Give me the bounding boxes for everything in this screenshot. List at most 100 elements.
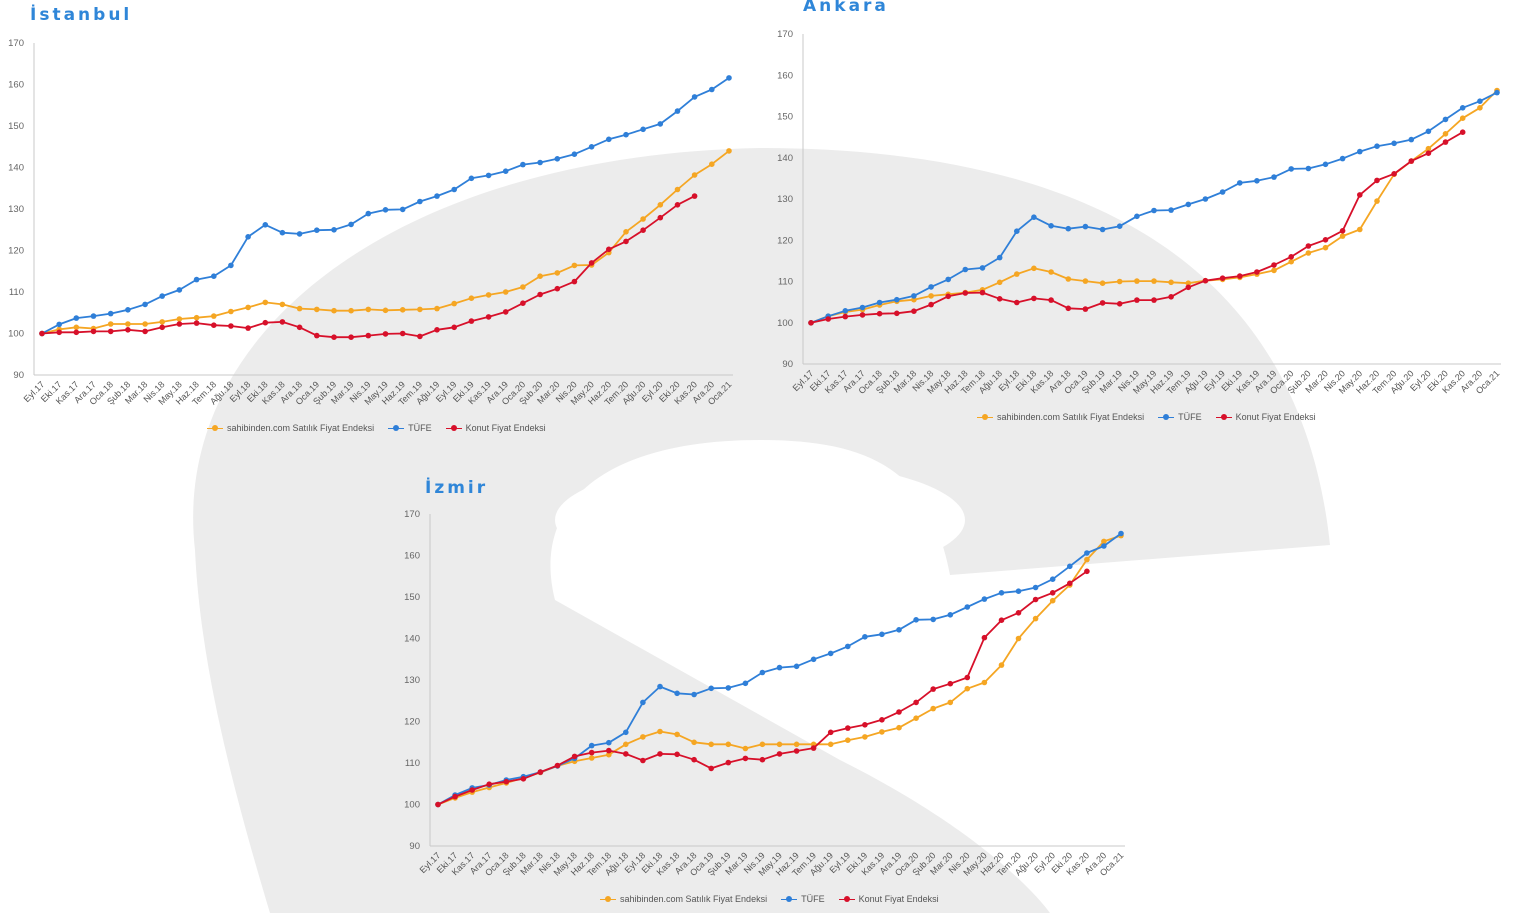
data-point bbox=[623, 238, 629, 245]
data-point bbox=[708, 765, 714, 772]
y-tick-label: 130 bbox=[777, 194, 793, 205]
ankara-chart: Ankara 90 100 110 120 130 140 150 160 170 Eyl.17 E… bbox=[760, 0, 1518, 440]
data-point bbox=[1082, 278, 1089, 284]
series-1 bbox=[435, 530, 1124, 808]
data-point bbox=[176, 287, 183, 293]
data-point bbox=[125, 321, 131, 327]
data-point bbox=[1032, 584, 1039, 591]
legend-item-sahibinden: sahibinden.com Satılık Fiyat Endeksi bbox=[600, 894, 767, 904]
data-point bbox=[331, 307, 337, 314]
data-point bbox=[1357, 192, 1363, 198]
data-point bbox=[691, 94, 698, 100]
data-point bbox=[365, 210, 372, 217]
y-tick-label: 150 bbox=[8, 121, 24, 132]
data-point bbox=[382, 207, 389, 213]
data-point bbox=[1339, 233, 1346, 239]
data-point bbox=[159, 324, 165, 331]
data-point bbox=[1202, 196, 1209, 202]
data-point bbox=[674, 751, 680, 758]
data-point bbox=[913, 617, 919, 623]
data-point bbox=[1048, 297, 1054, 303]
data-point bbox=[348, 334, 354, 341]
data-point bbox=[657, 214, 664, 221]
data-point bbox=[776, 741, 783, 748]
data-point bbox=[962, 290, 969, 296]
data-point bbox=[502, 168, 509, 174]
data-point bbox=[964, 604, 971, 610]
data-point bbox=[1374, 198, 1380, 204]
data-point bbox=[1049, 590, 1056, 596]
data-point bbox=[810, 656, 817, 663]
data-point bbox=[537, 769, 544, 775]
data-point bbox=[1408, 136, 1415, 143]
data-point bbox=[1477, 98, 1483, 104]
data-point bbox=[1374, 177, 1380, 184]
data-point bbox=[1065, 276, 1072, 282]
y-tick-label: 160 bbox=[404, 551, 420, 562]
data-point bbox=[742, 745, 749, 752]
y-tick-label: 90 bbox=[409, 841, 420, 852]
data-point bbox=[964, 685, 971, 692]
data-point bbox=[928, 301, 934, 308]
y-tick-label: 170 bbox=[777, 29, 793, 40]
data-point bbox=[348, 307, 354, 314]
data-point bbox=[1151, 297, 1157, 303]
data-point bbox=[159, 293, 165, 299]
data-point bbox=[776, 751, 783, 757]
data-point bbox=[1219, 275, 1226, 282]
data-point bbox=[1219, 189, 1226, 195]
data-point bbox=[451, 324, 458, 331]
data-point bbox=[793, 748, 800, 754]
data-point bbox=[262, 319, 269, 326]
data-point bbox=[1065, 305, 1072, 312]
data-point bbox=[142, 321, 148, 327]
legend-item-tufe: TÜFE bbox=[781, 894, 825, 904]
data-point bbox=[947, 612, 954, 618]
data-point bbox=[691, 756, 697, 763]
data-point bbox=[107, 310, 114, 317]
data-point bbox=[1031, 295, 1037, 302]
data-point bbox=[434, 193, 440, 199]
data-point bbox=[245, 234, 251, 240]
chart-legend: sahibinden.com Satılık Fiyat Endeksi TÜF… bbox=[207, 423, 546, 433]
data-point bbox=[896, 709, 902, 715]
data-point bbox=[365, 306, 372, 313]
data-point bbox=[879, 729, 885, 735]
data-point bbox=[1425, 145, 1432, 152]
data-point bbox=[1134, 297, 1140, 303]
data-point bbox=[1084, 568, 1090, 575]
data-point bbox=[1048, 223, 1054, 229]
data-point bbox=[107, 321, 114, 327]
y-tick-label: 120 bbox=[404, 717, 420, 728]
series-2 bbox=[808, 129, 1466, 326]
data-point bbox=[1425, 128, 1432, 135]
data-point bbox=[73, 324, 80, 331]
data-point bbox=[759, 669, 766, 676]
y-tick-label: 150 bbox=[777, 112, 793, 123]
data-point bbox=[894, 310, 900, 317]
data-point bbox=[1339, 228, 1346, 234]
data-point bbox=[1322, 244, 1329, 251]
data-point bbox=[537, 159, 543, 166]
data-point bbox=[1271, 267, 1277, 274]
series-0 bbox=[39, 148, 732, 337]
data-point bbox=[842, 308, 849, 314]
data-point bbox=[640, 699, 646, 706]
data-point bbox=[451, 186, 458, 193]
data-point bbox=[674, 108, 681, 114]
data-point bbox=[56, 329, 62, 336]
data-point bbox=[845, 725, 851, 731]
data-point bbox=[452, 793, 458, 800]
data-point bbox=[947, 699, 954, 706]
data-point bbox=[1082, 223, 1089, 230]
y-tick-label: 100 bbox=[8, 329, 24, 340]
data-point bbox=[640, 734, 646, 740]
data-point bbox=[314, 332, 320, 339]
data-point bbox=[1099, 300, 1106, 306]
data-point bbox=[996, 279, 1003, 286]
data-point bbox=[537, 273, 543, 280]
y-tick-label: 140 bbox=[404, 634, 420, 645]
series-line bbox=[810, 131, 1464, 324]
data-point bbox=[674, 202, 681, 208]
data-point bbox=[503, 778, 510, 785]
